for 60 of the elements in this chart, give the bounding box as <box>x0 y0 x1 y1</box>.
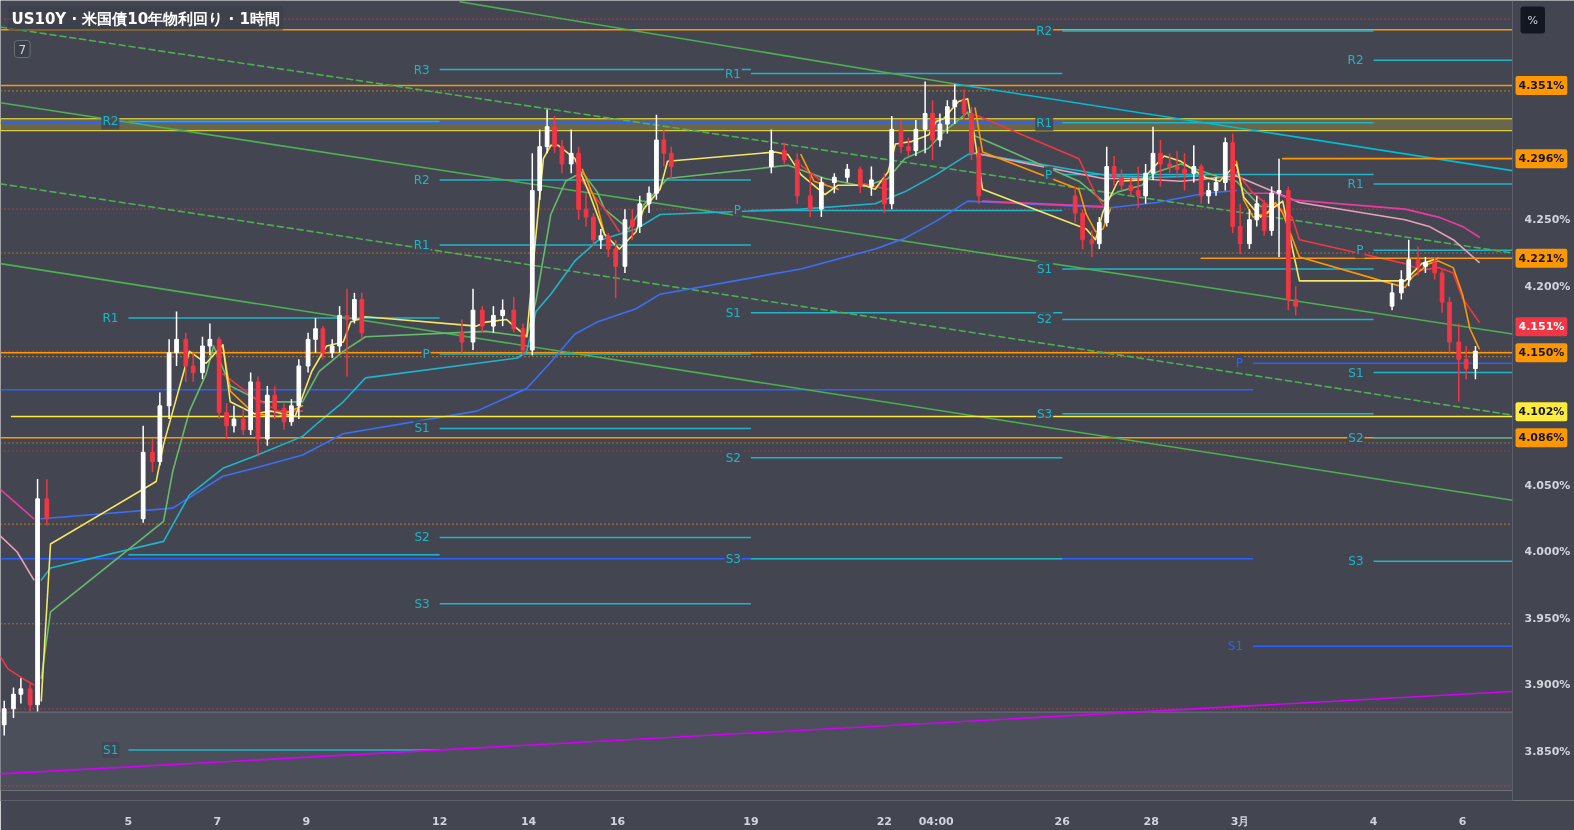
series-label: S1 <box>1348 365 1364 380</box>
ref-line-label: 4.150% <box>1518 346 1565 360</box>
series-label: S1 <box>725 305 741 320</box>
series-label: R2 <box>413 172 430 187</box>
x-tick-label: 7 <box>213 814 222 828</box>
series-label: R2 <box>1036 24 1053 39</box>
x-tick-label: 04:00 <box>918 814 955 828</box>
x-tick-label: 3月 <box>1230 814 1250 828</box>
series-label: S2 <box>1036 312 1053 327</box>
y-axis-title: % <box>1527 13 1538 27</box>
x-tick-label: 26 <box>1054 814 1071 828</box>
series-label: S2 <box>1348 430 1364 445</box>
series-label: S1 <box>1036 261 1053 276</box>
series-label: R1 <box>724 66 741 81</box>
x-tick-label: 4 <box>1369 814 1378 828</box>
series-label: P <box>733 203 741 218</box>
series-label: S3 <box>1036 406 1053 421</box>
series-label: S1 <box>103 743 119 757</box>
x-tick-label: 19 <box>743 814 759 828</box>
y-tick-label: 3.900% <box>1524 678 1571 692</box>
y-tick-label: 4.250% <box>1524 213 1571 227</box>
series-label: S1 <box>1227 639 1244 654</box>
series-label: R1 <box>413 238 430 253</box>
y-tick-label: 4.000% <box>1524 545 1571 559</box>
series-label: P <box>1045 167 1053 182</box>
series-label: R2 <box>1347 53 1364 68</box>
series-label: S3 <box>414 596 430 611</box>
series-label: R2 <box>102 114 119 129</box>
series-label: 4.102% <box>1518 405 1565 419</box>
series-label: S2 <box>414 530 430 545</box>
series-label: P <box>1356 243 1364 258</box>
ref-line-label: 4.151% <box>1518 320 1565 334</box>
y-tick-label: 4.200% <box>1524 279 1571 293</box>
x-tick-label: 22 <box>876 814 893 828</box>
series-label: P <box>422 346 430 361</box>
series-label: R1 <box>1347 176 1364 191</box>
x-tick-label: 16 <box>609 814 626 828</box>
series-label: S1 <box>414 421 430 436</box>
x-tick-label: 6 <box>1458 814 1467 828</box>
x-tick-label: 28 <box>1143 814 1159 828</box>
annotation: 7 <box>18 42 27 57</box>
text: US10Y · 米国債10年物利回り · 1時間 <box>11 9 280 28</box>
series-label: R1 <box>102 311 119 326</box>
series-label: R1 <box>1036 115 1053 130</box>
series-label: R3 <box>413 62 430 77</box>
x-tick-label: 12 <box>431 814 448 828</box>
series-label: 4.296% <box>1518 152 1565 166</box>
series-label: S3 <box>1348 554 1364 569</box>
ref-line-label: 4.086% <box>1518 431 1565 445</box>
y-tick-label: 3.950% <box>1524 611 1571 625</box>
y-tick-label: 3.850% <box>1524 744 1571 758</box>
series-label: P <box>1235 356 1244 371</box>
series-label: 4.221% <box>1518 251 1565 265</box>
series-label: S3 <box>725 551 741 566</box>
x-tick-label: 5 <box>124 814 133 828</box>
x-tick-label: 9 <box>302 814 311 828</box>
ref-line-label: 4.351% <box>1518 79 1565 93</box>
series-label: S2 <box>725 450 741 465</box>
y-tick-label: 4.050% <box>1524 479 1571 493</box>
x-tick-label: 14 <box>520 814 537 828</box>
